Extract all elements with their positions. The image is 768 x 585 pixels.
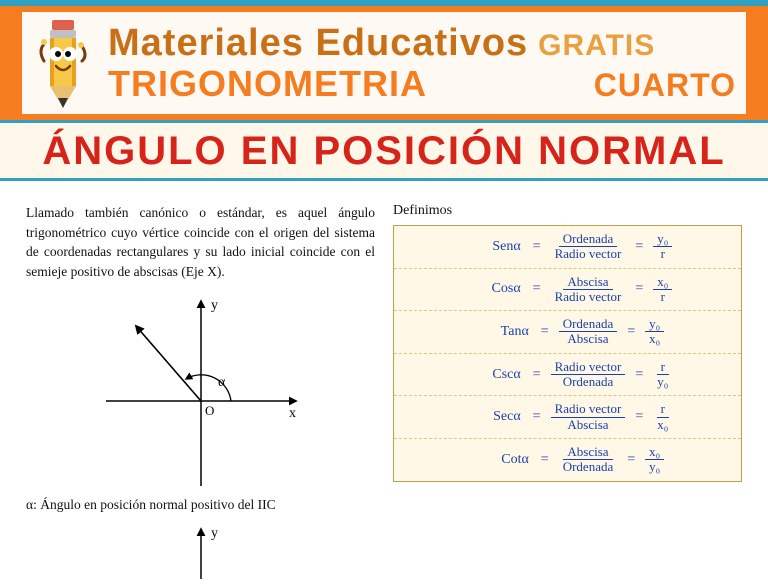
brand-title: Materiales Educativos — [108, 22, 528, 65]
function-name: Senα — [463, 239, 523, 255]
angle-diagram: α y x O — [91, 291, 311, 491]
definitions-heading: Definimos — [393, 203, 742, 219]
page-title: ÁNGULO EN POSICIÓN NORMAL — [0, 129, 768, 174]
function-name: Secα — [463, 409, 523, 425]
title-bar: ÁNGULO EN POSICIÓN NORMAL — [0, 120, 768, 181]
equals-sign: = — [631, 367, 647, 383]
equals-sign: = — [631, 281, 647, 297]
equals-sign: = — [529, 367, 545, 383]
word-fraction: OrdenadaRadio vector — [551, 232, 626, 262]
equals-sign: = — [631, 409, 647, 425]
formula-row: Tanα = OrdenadaAbscisa = y₀x₀ — [394, 311, 741, 354]
word-fraction: Radio vectorAbscisa — [551, 402, 626, 432]
equals-sign: = — [623, 324, 639, 340]
function-name: Cosα — [463, 281, 523, 297]
equals-sign: = — [529, 409, 545, 425]
function-name: Cotα — [471, 452, 531, 468]
formula-row: Senα = OrdenadaRadio vector = y₀r — [394, 226, 741, 269]
svg-text:x: x — [289, 406, 296, 421]
intro-paragraph: Llamado también canónico o estándar, es … — [26, 203, 375, 281]
equals-sign: = — [631, 239, 647, 255]
equals-sign: = — [537, 452, 553, 468]
word-fraction: Radio vectorOrdenada — [551, 360, 626, 390]
equals-sign: = — [623, 452, 639, 468]
pencil-mascot-icon — [32, 16, 94, 111]
formula-row: Cosα = AbscisaRadio vector = x₀r — [394, 269, 741, 312]
diagram-caption: α: Ángulo en posición normal positivo de… — [26, 495, 375, 515]
formula-row: Secα = Radio vectorAbscisa = rx₀ — [394, 396, 741, 439]
free-label: GRATIS — [538, 29, 655, 63]
svg-text:O: O — [205, 403, 214, 418]
banner-inner: Materiales Educativos GRATIS TRIGONOMETR… — [22, 12, 746, 114]
symbol-fraction: y₀x₀ — [645, 317, 664, 347]
equals-sign: = — [529, 281, 545, 297]
right-column: Definimos Senα = OrdenadaRadio vector = y₀r C… — [393, 203, 742, 579]
header-text-block: Materiales Educativos GRATIS TRIGONOMETR… — [108, 22, 736, 105]
equals-sign: = — [537, 324, 553, 340]
svg-text:α: α — [218, 375, 226, 390]
formula-row: Cotα = AbscisaOrdenada = x₀y₀ — [394, 439, 741, 481]
symbol-fraction: ry₀ — [653, 360, 672, 390]
subject-label: TRIGONOMETRIA — [108, 63, 427, 105]
formula-table: Senα = OrdenadaRadio vector = y₀r Cosα = Abscis… — [393, 225, 742, 482]
svg-text:y: y — [211, 298, 218, 313]
svg-text:y: y — [211, 526, 218, 541]
content-area: Llamado también canónico o estándar, es … — [0, 181, 768, 579]
function-name: Tanα — [471, 324, 531, 340]
equals-sign: = — [529, 239, 545, 255]
second-diagram-partial: y — [91, 519, 311, 579]
symbol-fraction: x₀y₀ — [645, 445, 664, 475]
symbol-fraction: y₀r — [653, 232, 672, 262]
word-fraction: AbscisaRadio vector — [551, 275, 626, 305]
grade-label: CUARTO — [594, 67, 736, 104]
word-fraction: AbscisaOrdenada — [559, 445, 618, 475]
formula-row: Cscα = Radio vectorOrdenada = ry₀ — [394, 354, 741, 397]
banner-header: Materiales Educativos GRATIS TRIGONOMETR… — [0, 0, 768, 120]
symbol-fraction: rx₀ — [653, 402, 672, 432]
word-fraction: OrdenadaAbscisa — [559, 317, 618, 347]
left-column: Llamado también canónico o estándar, es … — [26, 203, 375, 579]
function-name: Cscα — [463, 367, 523, 383]
symbol-fraction: x₀r — [653, 275, 672, 305]
